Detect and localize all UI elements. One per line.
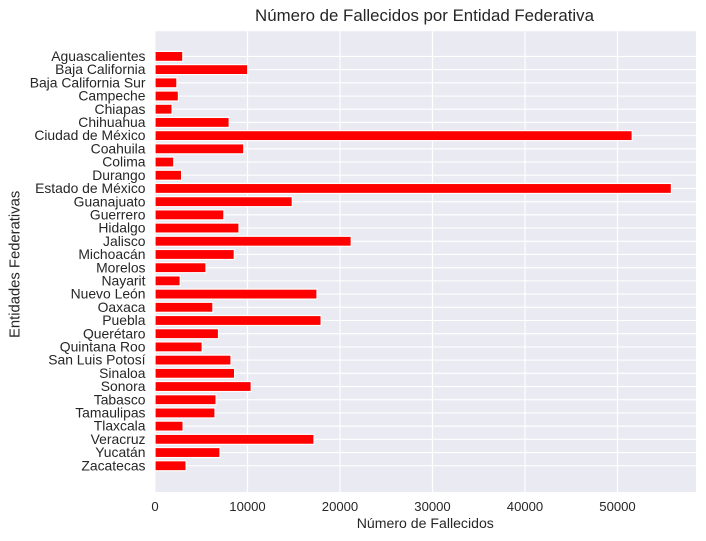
svg-text:Sinaloa: Sinaloa xyxy=(99,365,146,381)
svg-text:Estado de México: Estado de México xyxy=(35,180,146,196)
svg-text:Morelos: Morelos xyxy=(96,259,145,275)
svg-text:Chiapas: Chiapas xyxy=(95,101,146,117)
svg-text:Jalisco: Jalisco xyxy=(103,233,146,249)
svg-text:Baja California Sur: Baja California Sur xyxy=(30,74,146,90)
svg-text:10000: 10000 xyxy=(229,499,265,514)
svg-text:Hidalgo: Hidalgo xyxy=(98,220,145,236)
svg-text:Nuevo León: Nuevo León xyxy=(71,286,146,302)
svg-text:20000: 20000 xyxy=(322,499,358,514)
svg-text:Durango: Durango xyxy=(92,167,146,183)
svg-text:Tlaxcala: Tlaxcala xyxy=(94,418,146,434)
svg-text:Entidades Federativas: Entidades Federativas xyxy=(8,191,24,338)
svg-text:40000: 40000 xyxy=(507,499,543,514)
svg-text:Tabasco: Tabasco xyxy=(94,391,146,407)
svg-text:Nayarit: Nayarit xyxy=(102,272,146,288)
svg-text:Puebla: Puebla xyxy=(102,312,146,328)
svg-text:Aguascalientes: Aguascalientes xyxy=(51,48,145,64)
svg-text:Guerrero: Guerrero xyxy=(90,206,146,222)
svg-text:Michoacán: Michoacán xyxy=(78,246,145,262)
svg-text:Ciudad de México: Ciudad de México xyxy=(34,127,145,143)
svg-text:Zacatecas: Zacatecas xyxy=(81,457,145,473)
svg-text:Quintana Roo: Quintana Roo xyxy=(60,339,146,355)
svg-text:Número de Fallecidos: Número de Fallecidos xyxy=(357,515,494,531)
svg-text:San Luis Potosí: San Luis Potosí xyxy=(48,352,145,368)
svg-text:Oaxaca: Oaxaca xyxy=(98,299,146,315)
svg-text:Chihuahua: Chihuahua xyxy=(78,114,145,130)
svg-text:Campeche: Campeche xyxy=(78,88,145,104)
svg-text:Yucatán: Yucatán xyxy=(95,444,145,460)
svg-text:50000: 50000 xyxy=(599,499,635,514)
svg-text:Colima: Colima xyxy=(102,154,145,170)
svg-text:Querétaro: Querétaro xyxy=(83,325,146,341)
svg-text:Veracruz: Veracruz xyxy=(91,431,146,447)
svg-text:Número de Fallecidos por Entid: Número de Fallecidos por Entidad Federat… xyxy=(255,6,595,25)
svg-text:Coahuila: Coahuila xyxy=(91,140,146,156)
svg-text:Guanajuato: Guanajuato xyxy=(74,193,146,209)
svg-text:Tamaulipas: Tamaulipas xyxy=(75,405,145,421)
svg-text:30000: 30000 xyxy=(414,499,450,514)
svg-text:Sonora: Sonora xyxy=(101,378,146,394)
svg-text:Baja California: Baja California xyxy=(55,61,146,77)
svg-text:0: 0 xyxy=(151,499,158,514)
